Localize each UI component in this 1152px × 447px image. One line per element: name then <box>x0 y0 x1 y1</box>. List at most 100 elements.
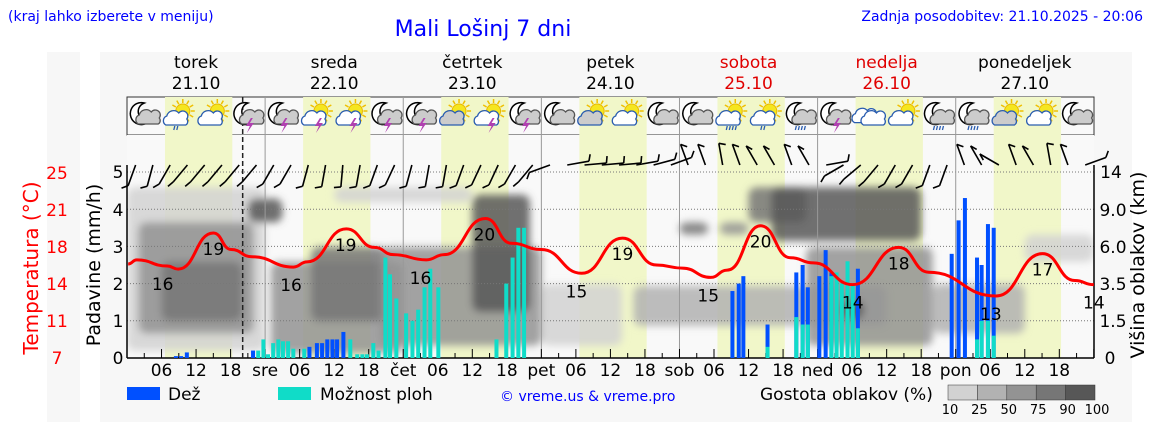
sun-ray <box>1018 104 1023 108</box>
hour-tick-label: 12 <box>1014 361 1036 381</box>
rain-bar <box>949 253 954 358</box>
rain-drop <box>938 125 942 131</box>
hour-tick-label: 12 <box>185 361 207 381</box>
wind-shaft <box>146 164 154 187</box>
mm-tick: 4 <box>113 201 124 221</box>
wind-shaft <box>883 164 896 185</box>
wind-shaft <box>653 158 676 166</box>
wind-shaft <box>679 144 689 166</box>
temperature-label: 18 <box>888 254 910 274</box>
showers-bar <box>845 261 850 358</box>
rain-drop <box>763 125 766 131</box>
rain-drop <box>976 125 979 131</box>
temp-tick: 21 <box>46 201 68 221</box>
wind-shaft <box>1046 143 1052 166</box>
wind-barb-icon <box>858 164 879 187</box>
lightning-shape <box>418 118 427 133</box>
km-tick: 0 <box>1105 349 1116 369</box>
wind-feather <box>588 154 591 162</box>
wind-barb-icon <box>314 164 327 189</box>
wind-barb-icon <box>956 143 966 166</box>
showers-bar <box>516 227 521 358</box>
density-level-label: 90 <box>1059 403 1076 418</box>
km-tick: 9.0 <box>1099 201 1126 221</box>
sun-ray <box>452 100 456 105</box>
sun-cloud-storm-icon <box>335 99 368 133</box>
sun-ray <box>186 100 190 105</box>
sun-cloud-icon <box>1026 99 1059 126</box>
showers-bar <box>383 257 388 358</box>
moon-cloud-storm-icon <box>267 101 300 133</box>
wind-barb-icon <box>140 164 154 189</box>
showers-bar <box>422 287 427 358</box>
cloud-shape <box>1067 109 1094 125</box>
day-date: 26.10 <box>862 74 911 94</box>
rain-drop <box>800 125 803 131</box>
wind-feather <box>526 172 531 180</box>
wind-barb-icon <box>152 164 171 189</box>
wind-shaft <box>189 164 206 183</box>
wind-shaft <box>455 164 465 186</box>
temperature-label: 20 <box>474 226 496 246</box>
wind-barb-icon <box>601 156 626 166</box>
rain-bar <box>956 220 961 358</box>
hour-tick-label: 18 <box>1048 361 1070 381</box>
wind-shaft <box>503 164 517 185</box>
mm-tick: 5 <box>113 163 124 183</box>
rain-bar <box>765 324 770 358</box>
cloud-shape <box>749 110 776 126</box>
day-tick-label: pon <box>940 361 972 381</box>
temp-tick: 11 <box>46 312 68 332</box>
moon-cloud-storm-icon <box>405 101 438 133</box>
wind-feather <box>333 186 341 189</box>
wind-feather <box>622 156 626 164</box>
sun-ray <box>172 104 177 108</box>
sun-ray <box>465 114 470 118</box>
rain-bar <box>800 265 805 358</box>
sun-ray <box>486 100 491 105</box>
wind-shaft <box>488 164 499 186</box>
sun-ray <box>724 104 729 108</box>
showers-bar <box>991 335 996 358</box>
cloud-shape <box>963 109 990 125</box>
rain-bar <box>855 268 860 358</box>
cloud-shape <box>411 109 438 125</box>
cloud-region <box>719 222 749 235</box>
rain-bar <box>962 198 967 358</box>
wind-barb-icon <box>295 164 310 189</box>
day-name: petek <box>586 53 634 73</box>
day-tick-label: pet <box>527 361 555 381</box>
wind-barb-icon <box>969 145 983 166</box>
wind-feather <box>1046 142 1054 146</box>
wind-feather <box>979 153 985 161</box>
wind-shaft <box>900 164 914 185</box>
rain-bar <box>991 227 996 358</box>
lightning-shape <box>832 118 841 133</box>
rain-drop <box>932 125 936 131</box>
wind-barb-icon <box>584 156 608 166</box>
wind-feather <box>399 185 407 189</box>
day-name: sobota <box>720 53 778 73</box>
location-hint[interactable]: (kraj lahko izberete v meniju) <box>8 9 214 25</box>
rain-drop <box>731 125 734 131</box>
wind-barb-icon <box>464 164 482 189</box>
wind-shaft <box>369 164 379 186</box>
wind-feather <box>732 143 740 148</box>
showers-bar <box>364 354 369 358</box>
rain-drop <box>935 125 939 131</box>
wind-feather <box>820 175 826 183</box>
copyright-link[interactable]: © vreme.us & vreme.pro <box>500 389 675 405</box>
wind-shaft <box>207 164 223 183</box>
sun-ray <box>638 104 643 108</box>
sun-ray <box>496 100 501 105</box>
wind-shaft <box>567 160 590 166</box>
wind-shaft <box>797 145 810 166</box>
sun-ray <box>1039 100 1043 105</box>
sun-ray <box>310 104 315 108</box>
rain-bar <box>335 339 340 358</box>
rain-bar <box>794 272 799 358</box>
hour-tick-label: 06 <box>565 361 587 381</box>
mm-tick: 3 <box>113 238 124 258</box>
sun-ray <box>590 100 594 105</box>
wind-shaft <box>441 164 448 187</box>
